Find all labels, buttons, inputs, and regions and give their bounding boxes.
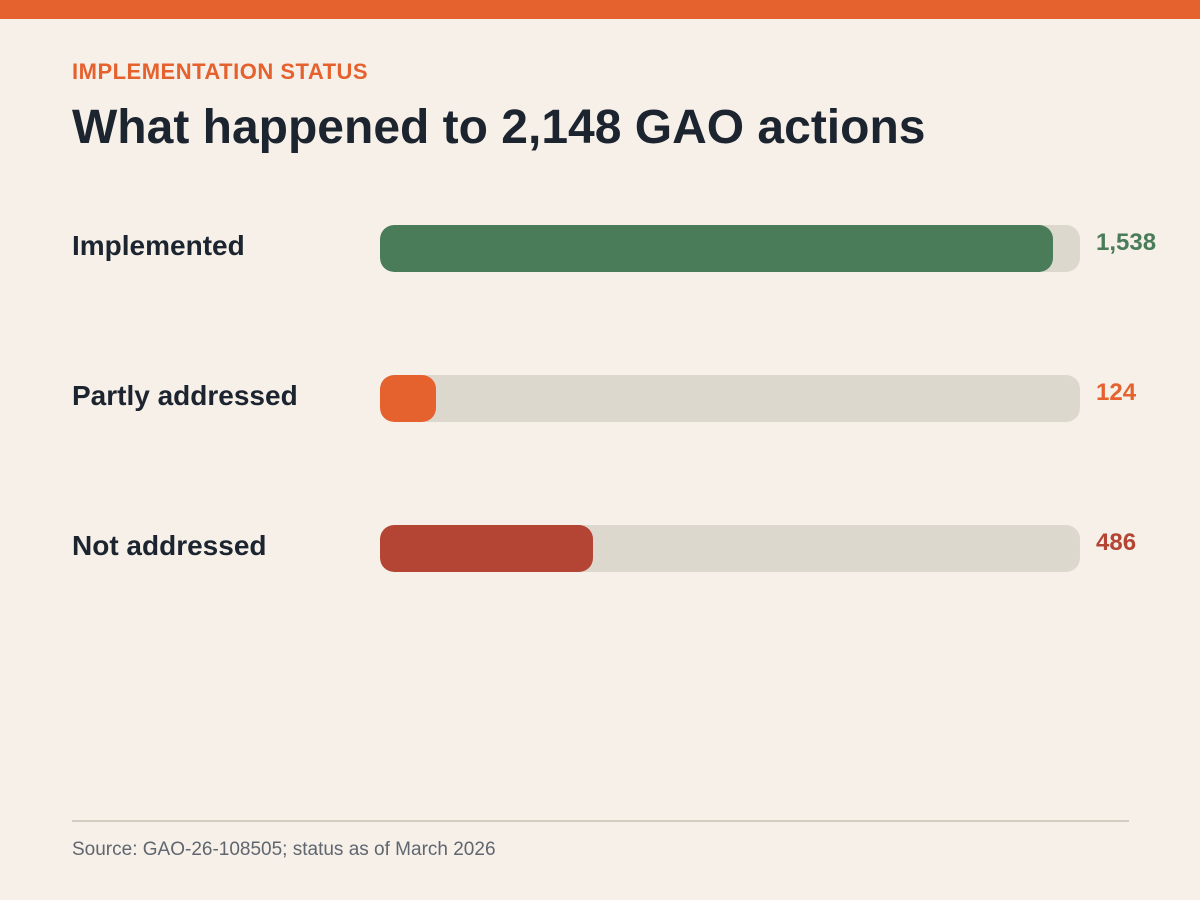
top-accent-bar: [0, 0, 1200, 19]
bar-row: Implemented 1,538: [0, 225, 1200, 273]
bar-value-label: 486: [1096, 529, 1137, 556]
bar-track: [380, 525, 1080, 572]
bar-category-label: Not addressed: [72, 530, 267, 561]
bar-row: Not addressed 486: [0, 525, 1200, 573]
bar-fill: [380, 225, 1053, 272]
bar-value-label: 1,538: [1096, 229, 1157, 256]
bar-category-label: Partly addressed: [72, 380, 298, 411]
bar-track: [380, 375, 1080, 422]
eyebrow-label: IMPLEMENTATION STATUS: [72, 59, 369, 84]
bar-category-label: Implemented: [72, 230, 245, 261]
bar-value-label: 124: [1096, 379, 1137, 406]
bar-row: Partly addressed 124: [0, 375, 1200, 423]
footer-divider: [72, 820, 1129, 822]
bar-fill: [380, 525, 593, 572]
bar-fill: [380, 375, 436, 422]
source-note: Source: GAO-26-108505; status as of Marc…: [72, 839, 496, 860]
bar-track: [380, 225, 1080, 272]
chart-title: What happened to 2,148 GAO actions: [72, 101, 926, 154]
